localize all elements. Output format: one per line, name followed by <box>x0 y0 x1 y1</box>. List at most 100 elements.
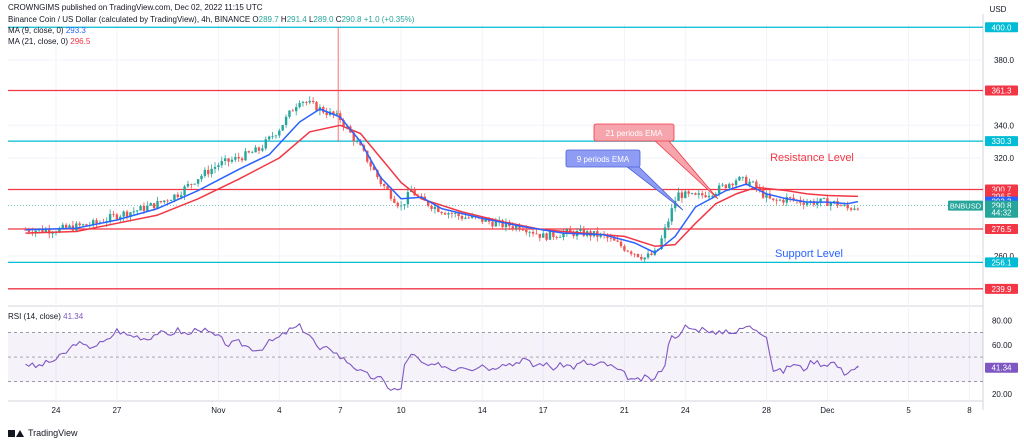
candle-body <box>701 193 704 196</box>
candle-body <box>745 176 748 186</box>
candle-body <box>812 201 816 205</box>
level-badge-239.9 <box>985 283 1018 294</box>
candle-body <box>78 223 81 226</box>
candle-body <box>440 211 443 214</box>
currency-label: USD <box>990 5 1007 14</box>
candle-body <box>782 199 785 203</box>
candle-body <box>714 193 717 196</box>
candle-body <box>403 204 406 206</box>
candle-body <box>751 181 755 183</box>
candle-body <box>707 195 711 198</box>
candle-body <box>382 184 386 186</box>
candle-body <box>684 191 687 199</box>
date-tick-label: Dec <box>820 406 834 415</box>
candle-body <box>816 202 819 205</box>
candle-body <box>125 211 129 217</box>
candle-body <box>173 194 176 201</box>
candle-body <box>704 195 707 198</box>
candle-body <box>58 227 61 233</box>
candle-body <box>217 165 220 168</box>
candle-body <box>802 202 805 205</box>
candle-body <box>843 204 846 206</box>
candle-body <box>616 240 619 242</box>
candle-body <box>156 201 159 209</box>
candle-body <box>27 229 31 232</box>
candle-body <box>284 116 288 126</box>
candle-body <box>139 205 142 211</box>
candle-body <box>640 256 643 260</box>
candle-body <box>717 185 721 194</box>
candle-body <box>433 206 437 209</box>
price-tick-label: 340.0 <box>994 121 1015 130</box>
candle-body <box>521 229 525 231</box>
candle-body <box>518 225 521 230</box>
candle-body <box>247 151 251 153</box>
footer-brand[interactable]: TradingView <box>28 428 78 438</box>
symbol-title[interactable]: Binance Coin / US Dollar (calculated by … <box>8 15 251 24</box>
candle-body <box>426 200 430 206</box>
candles <box>24 27 860 263</box>
candle-body <box>132 211 136 213</box>
level-badge-text: 256.1 <box>991 258 1012 267</box>
candle-body <box>748 181 751 186</box>
candle-body <box>558 236 562 238</box>
date-tick-label: 10 <box>397 406 406 415</box>
level-badge-text: 400.0 <box>991 23 1012 32</box>
candle-body <box>92 220 95 226</box>
candle-body <box>95 220 98 224</box>
level-badge-text: 300.7 <box>991 185 1012 194</box>
candle-body <box>234 157 237 160</box>
candle-body <box>152 203 156 209</box>
candle-body <box>535 233 538 235</box>
candle-body <box>457 213 460 216</box>
candle-body <box>805 202 809 205</box>
candle-body <box>555 236 558 238</box>
candle-body <box>342 120 345 127</box>
price-badge-44:32 <box>985 207 1018 218</box>
candle-body <box>460 215 464 219</box>
candle-body <box>355 141 359 142</box>
candle-body <box>227 158 230 162</box>
level-badge-361.3 <box>985 85 1018 96</box>
date-tick-label: 28 <box>762 406 771 415</box>
candle-body <box>85 224 88 226</box>
candle-body <box>579 229 582 232</box>
candle-body <box>731 183 734 186</box>
ma21-row[interactable]: MA (21, close, 0) 296.5 <box>8 36 414 47</box>
ma9-row[interactable]: MA (9, close, 0) 293.3 <box>8 25 414 36</box>
candle-body <box>609 237 613 239</box>
candle-body <box>176 194 179 198</box>
candle-body <box>481 217 484 222</box>
candle-body <box>450 213 454 214</box>
date-tick-label: 4 <box>277 406 282 415</box>
candle-body <box>734 180 738 186</box>
rsi-legend[interactable]: RSI (14, close) 41.34 <box>8 312 83 321</box>
candle-body <box>758 188 761 190</box>
rsi-line <box>25 323 859 391</box>
candle-body <box>48 229 51 234</box>
horizontal-levels <box>8 26 983 290</box>
candle-body <box>267 136 271 140</box>
candle-body <box>379 177 382 185</box>
candle-body <box>484 219 487 222</box>
candle-body <box>738 176 741 181</box>
candle-body <box>399 205 403 207</box>
candle-body <box>724 184 728 188</box>
ohlc-low: 289.0 <box>313 15 334 24</box>
candle-body <box>251 152 254 154</box>
ema21-callout-pointer <box>652 139 719 200</box>
support-label: Support Level <box>775 248 843 260</box>
candle-body <box>200 175 203 180</box>
candle-body <box>728 183 731 188</box>
rsi-legend-value: 41.34 <box>63 312 84 321</box>
candle-body <box>311 100 315 103</box>
candle-body <box>785 197 788 203</box>
price-tick-label: 320.0 <box>994 154 1015 163</box>
candle-body <box>633 253 636 255</box>
candle-body <box>711 195 714 197</box>
candle-body <box>190 183 193 185</box>
candle-body <box>207 169 210 175</box>
candle-body <box>396 202 399 207</box>
candle-body <box>846 204 849 209</box>
